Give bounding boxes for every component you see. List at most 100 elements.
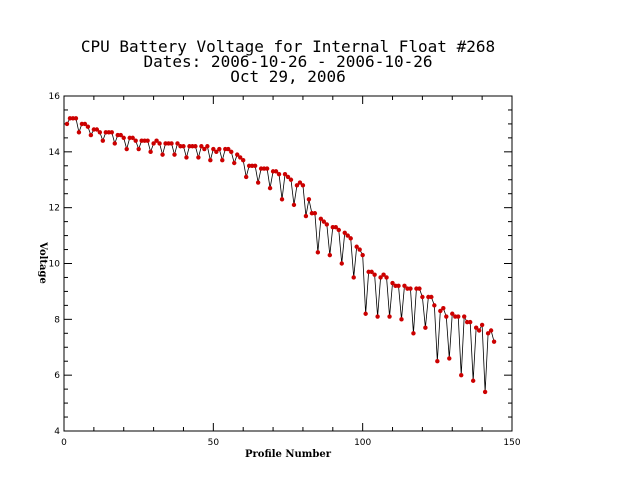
data-point [408,286,413,291]
data-point [444,314,449,319]
data-point [417,286,422,291]
data-point [279,197,285,202]
chart-title-line-2: Dates: 2006-10-26 - 2006-10-26 [144,52,433,71]
data-point [294,183,300,188]
data-point [157,141,162,146]
data-point [303,213,309,219]
data-point [396,283,401,289]
data-point [291,202,297,208]
data-point [360,252,365,258]
data-point [226,146,231,152]
data-point [133,138,138,143]
data-point [402,283,407,289]
y-tick-label: 6 [54,371,60,381]
data-point [112,141,117,146]
data-point [351,275,356,280]
data-point [306,197,312,202]
data-point [345,233,350,238]
data-point [381,272,386,277]
data-point [485,331,491,336]
data-point [387,314,392,319]
chart-title-line-3: Oct 29, 2006 [230,67,346,86]
data-point [217,146,222,152]
data-point [357,247,362,252]
data-point [488,328,494,333]
y-axis: 4 6 8 10 12 14 16 [49,92,512,437]
data-point [97,130,103,135]
data-point [202,146,207,152]
data-point [229,149,234,155]
data-point [315,250,321,255]
x-tick-label: 0 [61,438,67,448]
data-point [429,294,434,300]
data-point [184,155,189,160]
data-point [384,275,389,280]
data-point [145,138,150,143]
data-point [214,149,219,155]
data-point [482,389,488,395]
data-point [118,132,123,138]
data-point [235,152,240,157]
data-point [318,216,324,222]
data-point [282,171,288,177]
data-point [100,138,106,143]
data-point [205,144,210,149]
data-point [312,211,318,216]
data-point [441,305,446,311]
data-point [462,314,467,319]
y-tick-label: 8 [54,315,60,325]
data-point [411,331,416,336]
data-point [467,319,473,325]
data-point [456,314,461,319]
data-point [473,325,479,330]
data-point [208,158,213,163]
data-point [321,219,327,224]
data-point [193,144,198,149]
series-layer [64,116,497,395]
data-point [148,149,153,155]
data-point [342,230,347,235]
y-tick-label: 16 [49,92,61,102]
data-point [175,141,180,146]
data-point [94,127,100,132]
data-point [109,130,114,135]
data-point [354,244,359,249]
data-point [491,339,497,344]
y-tick-label: 12 [49,204,60,214]
data-point [136,146,141,152]
data-point [76,130,82,135]
data-point [154,138,159,143]
data-point [169,141,174,146]
y-axis-label: Voltage [37,241,48,284]
data-point [470,378,476,383]
data-point [300,183,306,188]
data-point [459,372,464,378]
data-point [273,169,279,174]
x-tick-label: 50 [208,438,220,448]
data-point [450,311,455,316]
data-point [82,121,88,127]
data-point [276,171,282,177]
data-point [64,121,70,127]
data-point [252,163,258,168]
data-point [324,222,330,227]
data-point [327,252,333,258]
y-tick-label: 10 [49,260,61,270]
data-point [336,227,341,233]
data-point [151,141,156,146]
data-point [432,303,437,308]
data-point [238,155,243,160]
data-point [124,146,129,152]
data-point [232,160,237,166]
y-tick-label: 4 [54,427,60,437]
data-point [420,294,425,300]
y-tick-label: 14 [49,148,61,158]
data-point [88,132,94,138]
data-point [348,236,353,241]
data-point [181,144,186,149]
data-point [297,180,303,185]
data-point [438,308,443,314]
data-point [378,275,383,280]
data-point [264,166,270,171]
